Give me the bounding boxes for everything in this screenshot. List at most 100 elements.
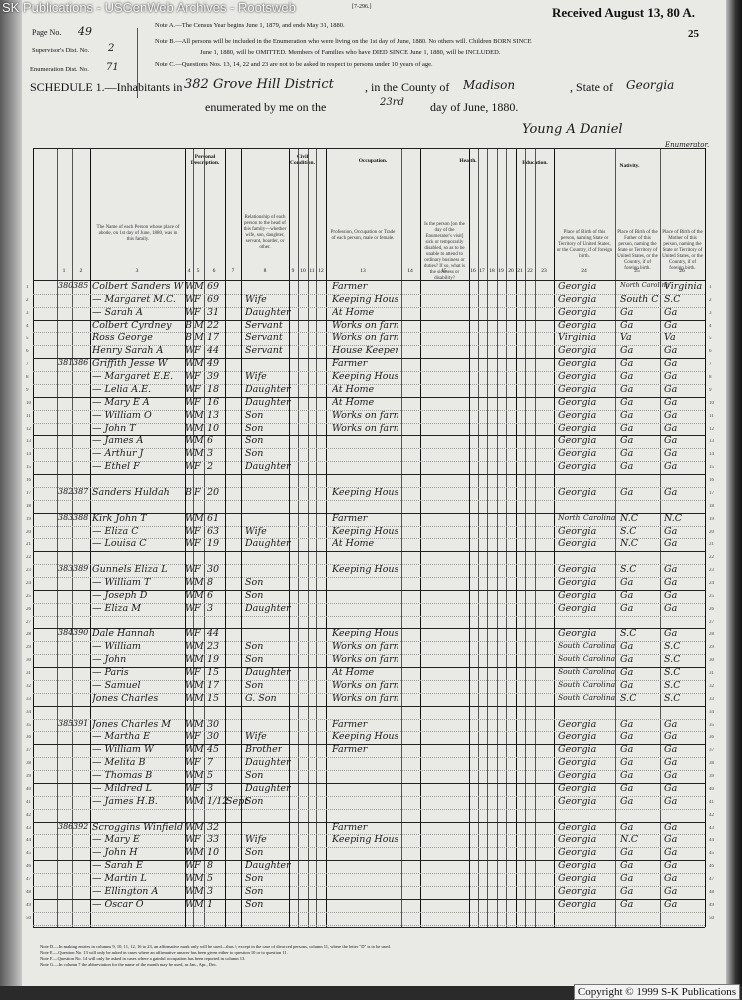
color: W — [185, 396, 195, 408]
color: W — [185, 383, 195, 395]
birthplace: Georgia — [558, 396, 597, 408]
page-no-label: Page No. — [32, 28, 62, 37]
age: 3 — [207, 885, 214, 897]
heading-health: Is the person [on the day of the Enumera… — [423, 222, 466, 281]
row-rule — [33, 525, 705, 527]
mother-birthplace: Ga — [664, 898, 678, 910]
father-birthplace: Ga — [620, 358, 634, 370]
age: 63 — [207, 525, 220, 537]
column-number: 23 — [541, 268, 547, 274]
line-number: 3 — [709, 310, 712, 316]
birthplace: Georgia — [558, 821, 597, 833]
page-no-value: 49 — [78, 25, 92, 38]
sex: F — [194, 293, 201, 305]
age: 18 — [207, 383, 220, 395]
person-name: — Martha E — [92, 731, 151, 743]
father-birthplace: S.C — [620, 628, 637, 640]
column-number: 20 — [508, 268, 514, 274]
color: W — [185, 281, 195, 292]
mother-birthplace: Ga — [664, 319, 678, 331]
age: 2 — [207, 461, 214, 473]
row-rule — [33, 860, 705, 862]
column-rule — [204, 148, 205, 927]
relationship: Son — [245, 847, 264, 859]
line-number: 26 — [26, 606, 31, 612]
row-rule — [33, 898, 705, 900]
age: 10 — [207, 422, 220, 434]
sex: M — [194, 358, 204, 370]
family-number: 391 — [73, 718, 89, 728]
sex: F — [194, 461, 201, 473]
relationship: Son — [245, 795, 264, 807]
mother-birthplace: Ga — [664, 486, 678, 498]
sex: M — [194, 589, 204, 601]
dwelling-number: 381 — [58, 358, 74, 368]
note-d: Note D.—In making entries in columns 9, … — [40, 944, 391, 949]
line-number: 31 — [26, 671, 31, 677]
sex: M — [194, 718, 204, 730]
mother-birthplace: Ga — [664, 731, 678, 743]
line-number: 31 — [709, 671, 714, 677]
birthplace: Georgia — [558, 898, 597, 910]
line-number: 46 — [709, 864, 714, 870]
color: W — [185, 577, 195, 588]
age: 5 — [207, 770, 214, 782]
column-number: 19 — [498, 268, 504, 274]
mother-birthplace: Ga — [664, 770, 678, 782]
line-number: 45 — [709, 851, 714, 857]
line-number: 38 — [26, 761, 31, 767]
note-b-cont: June 1, 1880, will be OMITTED. Members o… — [200, 49, 501, 56]
color: W — [185, 422, 195, 434]
column-number: 12 — [318, 268, 324, 274]
mother-birthplace: Ga — [664, 461, 678, 473]
column-number: 3 — [135, 268, 139, 274]
color: B — [185, 319, 192, 331]
occupation: Keeping House — [332, 293, 398, 305]
age: 22 — [207, 319, 220, 331]
relationship: Daughter — [245, 860, 291, 872]
person-name: — William T — [92, 577, 151, 588]
father-birthplace: Va — [620, 332, 632, 344]
line-number: 36 — [26, 735, 31, 741]
age: 15 — [207, 692, 220, 704]
relationship: Son — [245, 885, 264, 897]
line-number: 44 — [26, 838, 31, 844]
row-rule — [33, 538, 705, 540]
occupation: At Home — [332, 306, 375, 318]
line-number: 50 — [26, 915, 31, 921]
note-a: Note A.—The Census Year begins June 1, 1… — [155, 22, 345, 29]
occupation: Works on farm — [332, 332, 398, 344]
line-number: 41 — [26, 799, 31, 805]
line-number: 3 — [26, 310, 29, 316]
scan-bottom-edge — [0, 986, 742, 1000]
row-rule — [33, 371, 705, 373]
color: W — [185, 834, 195, 846]
age: 3 — [207, 602, 214, 614]
color: W — [185, 821, 195, 833]
occupation: At Home — [332, 383, 375, 395]
row-rule — [33, 461, 705, 463]
sex: F — [194, 396, 201, 408]
person-name: — Ellington A — [92, 885, 159, 897]
mother-birthplace: Ga — [664, 744, 678, 756]
color: W — [185, 885, 195, 897]
footer-notes: Note D.—In making entries in columns 9, … — [40, 944, 391, 968]
column-number: 1 — [62, 268, 66, 274]
relationship: Wife — [245, 293, 267, 305]
relationship: Wife — [245, 834, 267, 846]
birthplace: Georgia — [558, 538, 597, 550]
row-rule — [33, 306, 705, 308]
line-number: 19 — [709, 516, 714, 522]
county-value: Madison — [463, 78, 516, 92]
sex: F — [194, 731, 201, 743]
father-birthplace: Ga — [620, 860, 634, 872]
birthplace: Georgia — [558, 860, 597, 872]
row-rule — [33, 679, 705, 681]
color: W — [185, 667, 195, 679]
state-label: , State of — [570, 80, 613, 94]
line-number: 20 — [709, 529, 714, 535]
line-number: 28 — [26, 632, 31, 638]
row-rule — [33, 782, 705, 784]
person-name: Jones Charles — [92, 692, 159, 704]
relationship: Daughter — [245, 461, 291, 473]
